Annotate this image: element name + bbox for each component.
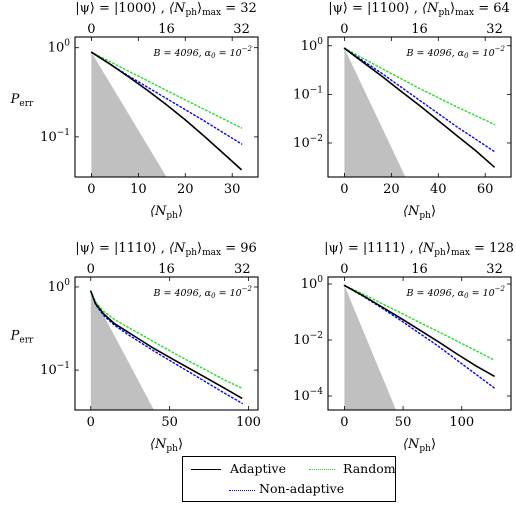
y-tick-label: 10−1 xyxy=(40,361,70,378)
x-axis-label: ⟨Nph⟩ xyxy=(150,204,183,221)
shaded-region xyxy=(90,291,154,410)
y-tick-label: 10−2 xyxy=(293,331,323,348)
x-axis-label: ⟨Nph⟩ xyxy=(150,437,183,454)
x-tick-label: 40 xyxy=(430,182,447,197)
legend-nonadaptive-swatch xyxy=(229,490,255,491)
panel-3: 0 50 100 0 16 32 100 10−1 |ψ⟩ = |1110⟩ , ⟨Nph⟩ma… xyxy=(10,241,261,454)
top-tick-label: 32 xyxy=(486,262,503,277)
series-line-random xyxy=(90,51,243,129)
top-tick-label: 0 xyxy=(340,22,348,37)
y-tick-label: 100 xyxy=(48,278,71,295)
panel-1: 0 10 20 30 0 16 32 100 10−1 |ψ⟩ = |1000⟩ , ⟨Nph⟩m… xyxy=(10,1,259,221)
x-tick-label: 50 xyxy=(395,415,412,430)
top-tick-label: 16 xyxy=(158,22,175,37)
y-tick-label: 100 xyxy=(301,37,324,54)
top-tick-label: 32 xyxy=(486,22,503,37)
y-tick-label: 100 xyxy=(301,275,324,292)
panel-title: |ψ⟩ = |1000⟩ , ⟨Nph⟩max = 32 xyxy=(75,1,257,18)
panel-title: |ψ⟩ = |1110⟩ , ⟨Nph⟩max = 96 xyxy=(75,241,257,258)
top-tick-label: 0 xyxy=(87,262,95,277)
x-tick-label: 50 xyxy=(161,415,178,430)
x-tick-label: 10 xyxy=(130,182,147,197)
series-line-adaptive xyxy=(343,47,496,168)
x-tick-label: 60 xyxy=(477,182,494,197)
plot-frame xyxy=(74,36,259,178)
top-tick-label: 0 xyxy=(340,262,348,277)
parameter-annotation: B = 4096, α0 = 10−2 xyxy=(405,285,505,300)
legend-random-label: Random xyxy=(343,461,396,476)
shaded-region xyxy=(91,52,167,177)
shaded-region xyxy=(344,285,396,410)
series-line-adaptive xyxy=(90,290,243,400)
x-tick-label: 0 xyxy=(340,415,348,430)
x-tick-label: 0 xyxy=(87,415,95,430)
top-tick-label: 16 xyxy=(411,22,428,37)
legend-nonadaptive-label: Non-adaptive xyxy=(259,481,345,496)
x-tick-label: 20 xyxy=(383,182,400,197)
panel-2: 0 20 40 60 0 16 32 100 10−1 10−2 |ψ⟩ = |1100⟩ , ⟨N… xyxy=(293,1,512,221)
legend-random-swatch xyxy=(309,469,335,470)
plot-frame xyxy=(327,276,512,411)
panel-4: 0 50 100 0 16 32 100 10−2 10−4 |ψ⟩ = |1111⟩ , ⟨Np… xyxy=(293,241,514,454)
x-tick-label: 20 xyxy=(177,182,194,197)
panel-title: |ψ⟩ = |1111⟩ , ⟨Nph⟩max = 128 xyxy=(324,241,514,258)
x-tick-label: 0 xyxy=(87,182,95,197)
parameter-annotation: B = 4096, α0 = 10−2 xyxy=(405,45,505,60)
x-tick-label: 100 xyxy=(449,415,474,430)
shaded-region xyxy=(344,48,406,177)
panel-title: |ψ⟩ = |1100⟩ , ⟨Nph⟩max = 64 xyxy=(328,1,510,18)
top-tick-label: 16 xyxy=(158,262,175,277)
series-line-random xyxy=(90,290,243,390)
parameter-annotation: B = 4096, α0 = 10−2 xyxy=(152,285,252,300)
legend-adaptive-label: Adaptive xyxy=(230,461,286,476)
series-line-adaptive xyxy=(90,51,243,171)
x-axis-label: ⟨Nph⟩ xyxy=(403,204,436,221)
top-tick-label: 32 xyxy=(234,262,251,277)
y-tick-label: 10−2 xyxy=(293,134,323,151)
y-tick-label: 10−1 xyxy=(293,85,323,102)
y-tick-label: 100 xyxy=(48,39,71,56)
series-line-non-adaptive xyxy=(343,47,496,153)
series-line-adaptive xyxy=(344,284,495,378)
y-tick-label: 10−4 xyxy=(293,387,323,404)
parameter-annotation: B = 4096, α0 = 10−2 xyxy=(152,45,252,60)
legend-adaptive-swatch xyxy=(191,469,221,470)
top-tick-label: 32 xyxy=(233,22,250,37)
y-axis-label: Perr xyxy=(10,92,34,109)
plot-frame xyxy=(74,276,259,411)
x-tick-label: 30 xyxy=(224,182,241,197)
y-axis-label: Perr xyxy=(10,329,34,346)
series-line-random xyxy=(343,47,496,126)
x-tick-label: 100 xyxy=(236,415,261,430)
y-tick-label: 10−1 xyxy=(40,128,70,145)
x-tick-label: 0 xyxy=(340,182,348,197)
top-tick-label: 0 xyxy=(87,22,95,37)
legend: Adaptive Random Non-adaptive xyxy=(182,456,396,502)
series-line-random xyxy=(343,284,496,361)
top-tick-label: 16 xyxy=(411,262,428,277)
plot-frame xyxy=(327,36,512,178)
x-axis-label: ⟨Nph⟩ xyxy=(403,437,436,454)
